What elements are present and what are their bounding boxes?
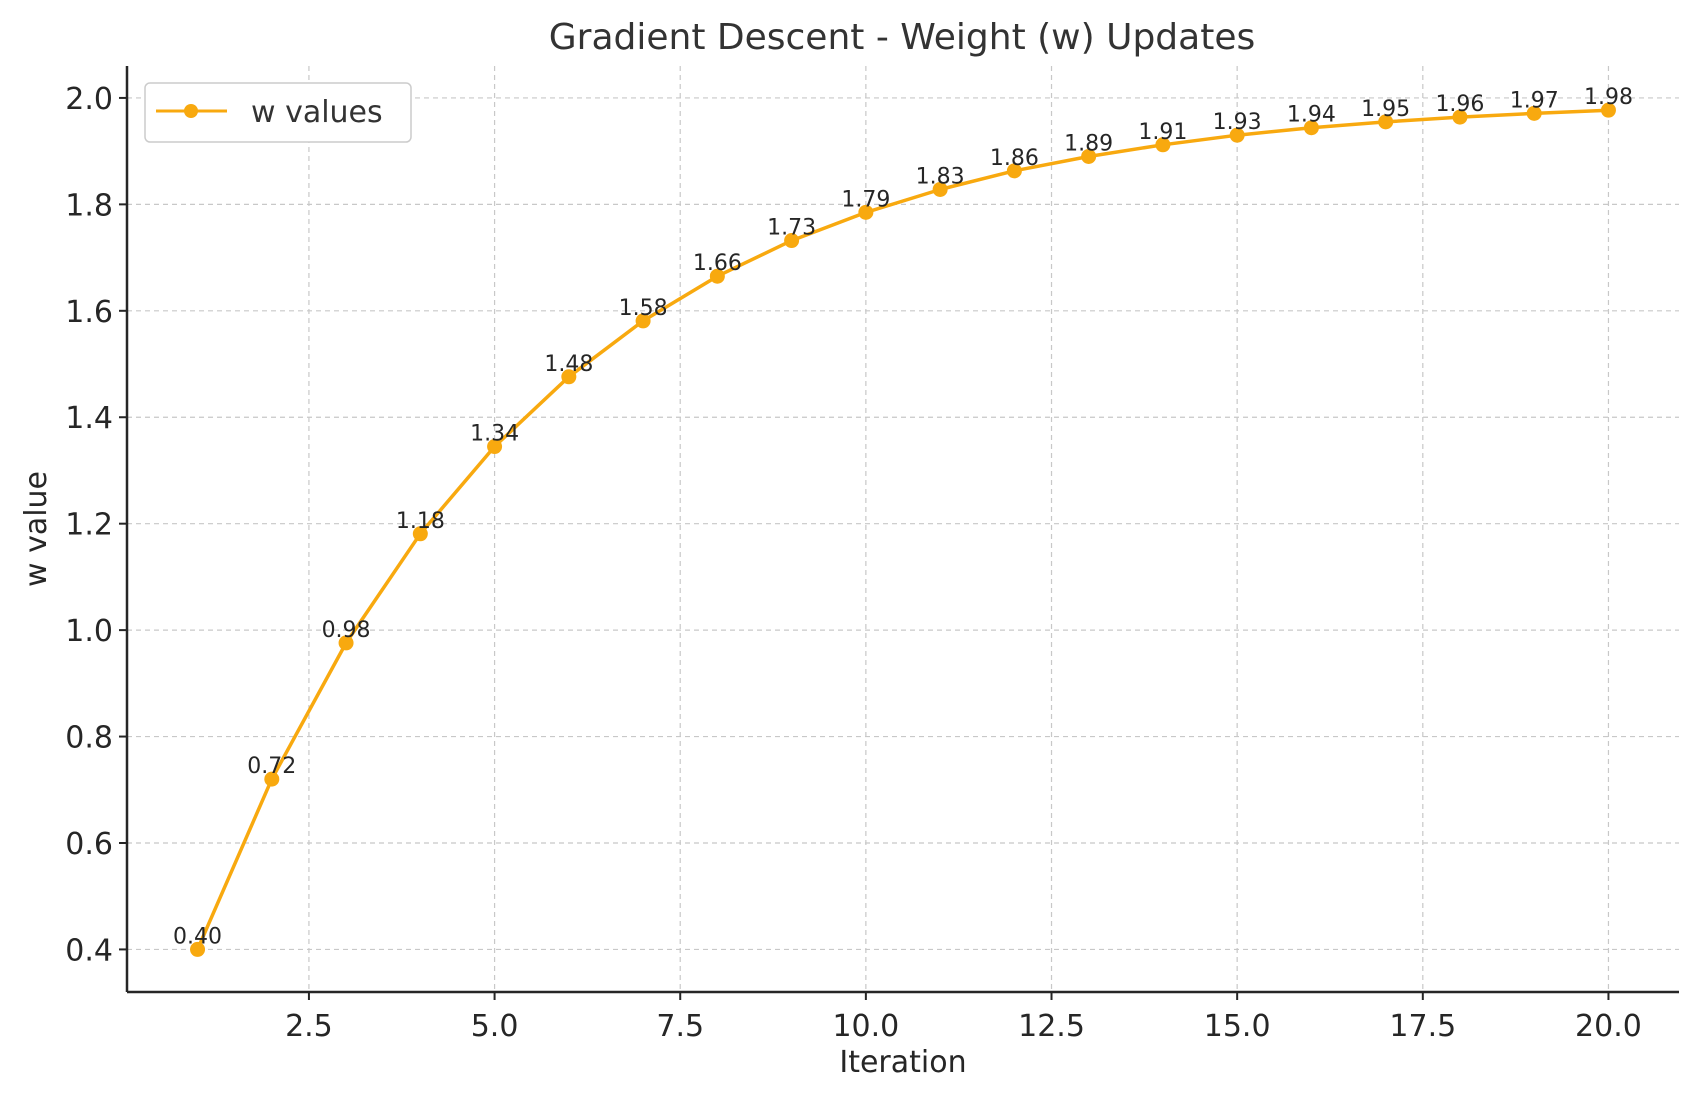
data-point [1452, 109, 1468, 125]
data-point [561, 369, 577, 385]
data-label: 0.40 [173, 924, 222, 949]
y-axis-ticks: 0.4 0.6 0.8 1.0 1.2 1.4 1.6 1.8 2.0 [65, 82, 127, 968]
legend-label: w values [251, 95, 383, 130]
data-label: 1.98 [1584, 85, 1633, 110]
y-tick-label: 1.4 [65, 401, 113, 436]
data-label: 1.73 [767, 216, 816, 241]
data-label: 1.48 [544, 352, 593, 377]
data-label: 1.66 [693, 251, 742, 276]
y-axis-label: w value [19, 471, 54, 587]
x-tick-label: 15.0 [1204, 1009, 1271, 1044]
series-layer [190, 102, 1616, 957]
data-point [190, 941, 206, 957]
y-tick-label: 1.0 [65, 614, 113, 649]
data-label: 1.18 [396, 509, 445, 534]
data-label: 1.58 [619, 296, 668, 321]
data-labels: 0.40 0.72 0.98 1.18 1.34 1.48 1.58 1.66 1.73 1.79… [173, 85, 1633, 949]
x-axis-label: Iteration [839, 1045, 966, 1080]
data-label: 0.98 [322, 618, 371, 643]
y-tick-label: 1.8 [65, 188, 113, 223]
data-point [709, 268, 725, 284]
x-tick-label: 2.5 [285, 1009, 333, 1044]
data-label: 0.72 [247, 754, 296, 779]
data-point [1303, 120, 1319, 136]
data-point [1155, 137, 1171, 153]
data-label: 1.93 [1213, 110, 1262, 135]
data-point [338, 635, 354, 651]
data-label: 1.34 [470, 422, 519, 447]
series-line [195, 108, 1609, 951]
data-label: 1.94 [1287, 103, 1336, 128]
legend: w values [144, 82, 412, 143]
x-tick-label: 12.5 [1018, 1009, 1085, 1044]
data-point [1229, 127, 1245, 143]
chart-title: Gradient Descent - Weight (w) Updates [549, 17, 1255, 58]
y-tick-label: 1.6 [65, 295, 113, 330]
data-label: 1.96 [1435, 92, 1484, 117]
data-point [1006, 163, 1022, 179]
data-point [1378, 114, 1394, 130]
data-label: 1.95 [1361, 97, 1410, 122]
data-point [858, 204, 874, 220]
data-point [264, 771, 280, 787]
data-point [1526, 105, 1542, 121]
x-tick-label: 20.0 [1575, 1009, 1642, 1044]
data-label: 1.91 [1138, 120, 1187, 145]
x-axis-ticks: 2.5 5.0 7.5 10.0 12.5 15.0 17.5 20.0 [285, 992, 1642, 1044]
data-label: 1.86 [990, 146, 1039, 171]
y-tick-label: 0.8 [65, 721, 113, 756]
x-tick-label: 10.0 [832, 1009, 899, 1044]
data-point [487, 439, 503, 455]
y-tick-label: 2.0 [65, 82, 113, 117]
data-point [412, 526, 428, 542]
data-label: 1.83 [916, 164, 965, 189]
data-label: 1.97 [1510, 88, 1559, 113]
data-point [635, 313, 651, 329]
legend-frame [144, 82, 412, 143]
x-tick-label: 17.5 [1389, 1009, 1456, 1044]
x-tick-label: 5.0 [471, 1009, 519, 1044]
data-point [932, 181, 948, 197]
grid-lines [127, 66, 1679, 992]
data-point [784, 233, 800, 249]
data-label: 1.89 [1064, 131, 1113, 156]
legend-marker-swatch [184, 104, 198, 118]
data-point [1600, 102, 1616, 118]
data-point [1081, 148, 1097, 164]
data-label: 1.79 [841, 187, 890, 212]
y-tick-label: 0.6 [65, 827, 113, 862]
y-tick-label: 0.4 [65, 933, 113, 968]
y-tick-label: 1.2 [65, 508, 113, 543]
x-tick-label: 7.5 [656, 1009, 704, 1044]
